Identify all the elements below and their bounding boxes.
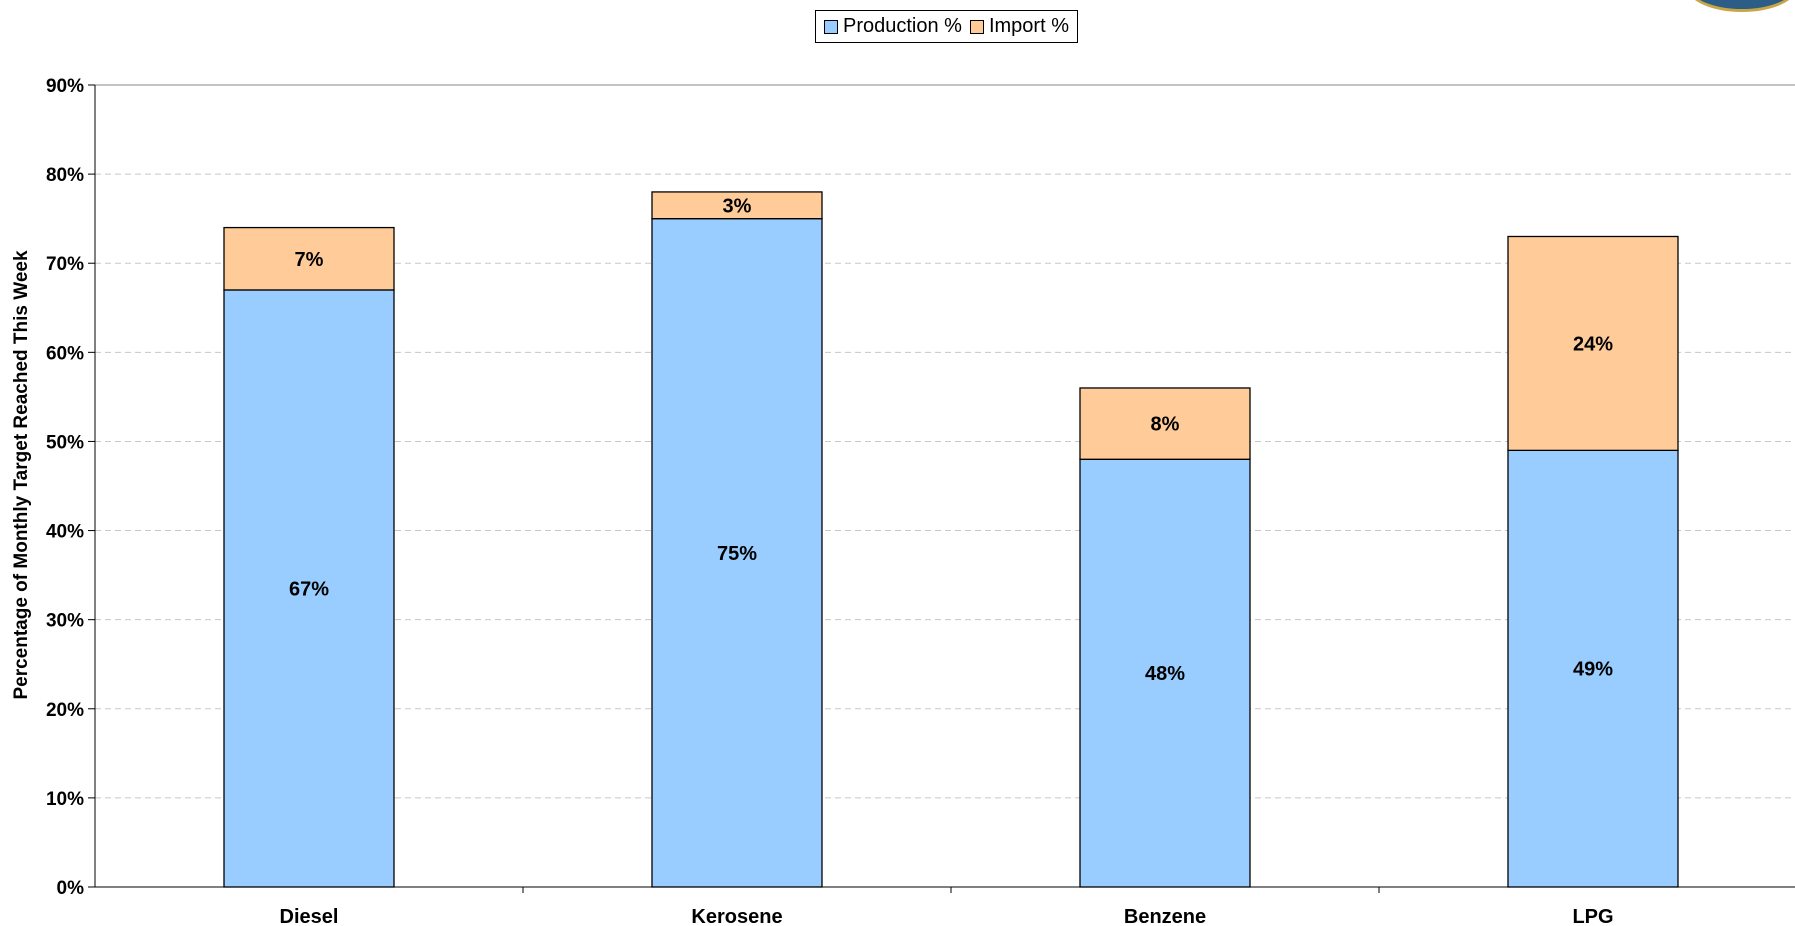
data-label: 49%	[1573, 659, 1613, 681]
legend-item-import: Import %	[969, 15, 1069, 38]
x-tick-label: LPG	[1572, 906, 1613, 926]
bar-lpg-import	[1507, 235, 1679, 452]
y-tick-label: 90%	[46, 76, 84, 97]
x-tick-label: Benzene	[1124, 906, 1206, 926]
y-tick-label: 50%	[46, 432, 84, 453]
bar-diesel-production	[223, 289, 395, 888]
y-tick-label: 10%	[46, 789, 84, 810]
chart-legend: Production % Import %	[815, 10, 1078, 43]
y-tick-label: 20%	[46, 700, 84, 721]
bar-benzene-import	[1079, 387, 1251, 460]
data-label: 67%	[289, 578, 329, 600]
y-tick-label: 70%	[46, 254, 84, 275]
y-tick-label: 0%	[57, 878, 85, 899]
bar-diesel-import	[223, 226, 395, 291]
legend-label-production: Production %	[843, 15, 962, 37]
data-label: 48%	[1145, 663, 1185, 685]
legend-label-import: Import %	[988, 15, 1069, 37]
legend-item-production: Production %	[824, 15, 962, 38]
x-tick-label: Diesel	[280, 906, 339, 926]
y-tick-label: 40%	[46, 522, 84, 543]
data-label: 75%	[717, 543, 757, 565]
y-tick-label: 60%	[46, 343, 84, 364]
data-label: 24%	[1573, 333, 1613, 355]
data-label: 7%	[295, 249, 324, 271]
bar-benzene-production	[1079, 458, 1251, 888]
legend-swatch-production	[824, 19, 838, 34]
bar-kerosene-production	[651, 218, 823, 888]
y-tick-label: 80%	[46, 165, 84, 186]
legend-swatch-import	[969, 19, 984, 34]
data-label: 3%	[723, 195, 752, 217]
data-label: 8%	[1151, 414, 1180, 436]
x-tick-label: Kerosene	[691, 906, 782, 926]
bar-kerosene-import	[651, 191, 823, 220]
y-tick-label: 30%	[46, 611, 84, 632]
bar-lpg-production	[1507, 449, 1679, 888]
